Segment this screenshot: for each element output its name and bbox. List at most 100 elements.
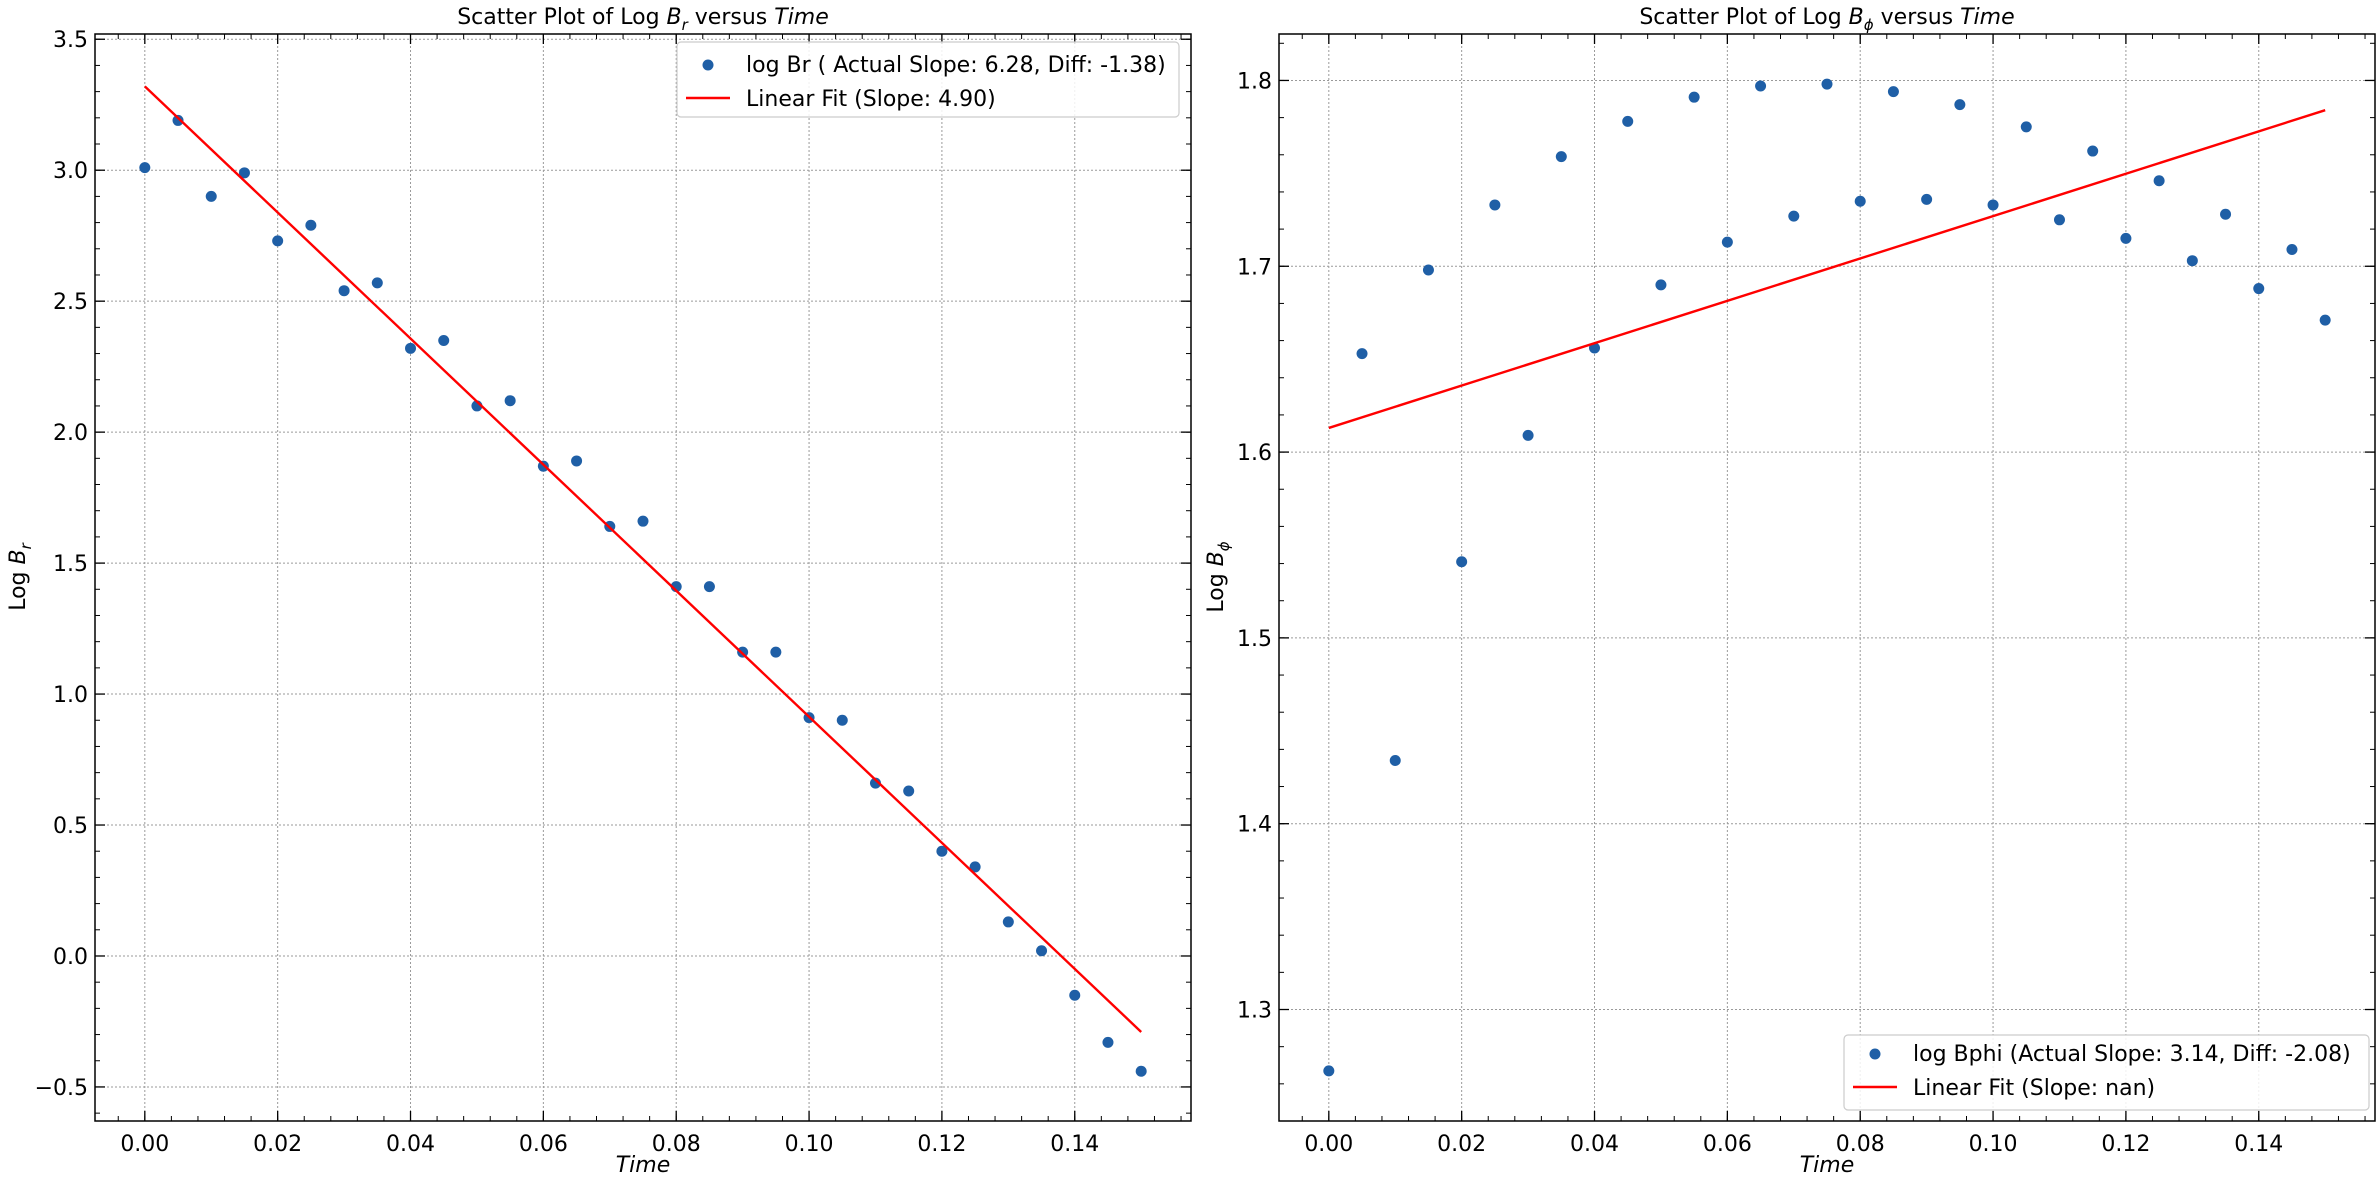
right-scatter-point (2020, 121, 2032, 133)
right-scatter-point (1389, 755, 1401, 767)
left-x-tick-label: 0.04 (386, 1132, 435, 1157)
right-x-tick-label: 0.10 (1969, 1132, 2018, 1157)
right-x-axis-label: Time (1800, 1153, 1855, 1178)
right-y-tick-label: 1.8 (1237, 69, 1272, 94)
right-ticks (1279, 34, 2375, 1122)
right-scatter-point (1821, 78, 1833, 90)
right-scatter-point (2319, 314, 2331, 326)
right-chart-panel: Scatter Plot of Log Bϕ versus Time 0.00 0… (1204, 5, 2376, 1178)
left-scatter-point (338, 285, 350, 297)
left-y-tick-label: 0.5 (53, 814, 88, 839)
right-x-tick-label: 0.12 (2101, 1132, 2150, 1157)
right-plot-area (1278, 33, 2376, 1122)
left-scatter-point (438, 334, 450, 346)
right-y-tick-label: 1.7 (1237, 255, 1272, 280)
left-x-tick-label: 0.06 (519, 1132, 568, 1157)
right-scatter-point (2220, 208, 2232, 220)
left-grid (95, 34, 1191, 1121)
right-x-tick-label: 0.00 (1304, 1132, 1353, 1157)
right-scatter-point (1887, 86, 1899, 98)
left-data-marks (139, 85, 1147, 1077)
left-scatter-point (205, 190, 217, 202)
right-scatter-point (1755, 80, 1767, 92)
right-y-tick-label: 1.5 (1237, 627, 1272, 652)
right-scatter-point (1788, 210, 1800, 222)
right-scatter-point (2286, 244, 2298, 256)
right-scatter-point (1489, 199, 1501, 211)
left-x-tick-label: 0.02 (253, 1132, 302, 1157)
left-scatter-point (936, 845, 948, 857)
left-legend-fit-label: Linear Fit (Slope: 4.90) (746, 87, 996, 112)
right-scatter-point (1688, 91, 1700, 103)
left-scatter-point (1069, 989, 1081, 1001)
right-x-tick-labels: 0.00 0.02 0.04 0.06 0.08 0.10 0.12 0.14 (1304, 1132, 2283, 1157)
left-y-tick-label: −0.5 (35, 1076, 88, 1101)
left-y-tick-label: 3.0 (53, 159, 88, 184)
left-scatter-point (770, 646, 782, 658)
left-x-tick-label: 0.08 (652, 1132, 701, 1157)
left-y-tick-label: 3.5 (53, 28, 88, 53)
right-scatter-point (2153, 175, 2165, 187)
right-scatter-point (1356, 348, 1368, 360)
left-scatter-point (238, 167, 250, 179)
left-scatter-point (903, 785, 915, 797)
left-y-tick-labels: −0.5 0.0 0.5 1.0 1.5 2.0 2.5 3.0 3.5 (35, 28, 88, 1101)
right-scatter-point (2186, 255, 2198, 267)
left-scatter-point (869, 777, 881, 789)
left-scatter-point (139, 162, 151, 174)
left-y-tick-label: 0.0 (53, 945, 88, 970)
right-scatter-point (1456, 556, 1468, 568)
right-scatter-point (1655, 279, 1667, 291)
left-scatter-point (637, 515, 649, 527)
left-scatter-point (1036, 945, 1048, 957)
right-scatter-point (1954, 99, 1966, 111)
left-x-tick-label: 0.12 (917, 1132, 966, 1157)
left-scatter-point (969, 861, 981, 873)
left-x-tick-label: 0.00 (120, 1132, 169, 1157)
right-y-tick-labels: 1.3 1.4 1.5 1.6 1.7 1.8 (1237, 69, 1272, 1023)
left-x-axis-label: Time (616, 1153, 671, 1178)
left-plot-area (94, 33, 1192, 1122)
right-data-marks (1323, 78, 2331, 1077)
left-scatter-point (305, 219, 317, 231)
right-legend-scatter-label: log Bphi (Actual Slope: 3.14, Diff: -2.0… (1913, 1042, 2351, 1067)
right-x-tick-label: 0.08 (1836, 1132, 1885, 1157)
right-x-tick-label: 0.14 (2234, 1132, 2283, 1157)
left-scatter-point (405, 342, 417, 354)
right-legend-box (1843, 1034, 2370, 1111)
left-y-axis-label: Log Br (6, 542, 35, 610)
right-scatter-point (1921, 193, 1933, 205)
left-scatter-point (272, 235, 284, 247)
right-y-axis-label: Log Bϕ (1204, 541, 1233, 612)
left-scatter-point (836, 714, 848, 726)
left-legend: log Br ( Actual Slope: 6.28, Diff: -1.38… (676, 41, 1180, 118)
left-x-tick-labels: 0.00 0.02 0.04 0.06 0.08 0.10 0.12 0.14 (120, 1132, 1099, 1157)
right-scatter-point (1522, 429, 1534, 441)
left-scatter-point (1135, 1065, 1147, 1077)
left-x-tick-label: 0.14 (1050, 1132, 1099, 1157)
right-scatter-point (2120, 232, 2132, 244)
left-legend-scatter-marker (702, 59, 714, 71)
left-legend-scatter-label: log Br ( Actual Slope: 6.28, Diff: -1.38… (746, 53, 1166, 78)
right-scatter-point (1987, 199, 1999, 211)
left-scatter-point (571, 455, 583, 467)
left-chart-title: Scatter Plot of Log Br versus Time (457, 5, 829, 34)
left-y-tick-label: 2.0 (53, 421, 88, 446)
right-y-tick-label: 1.3 (1237, 999, 1272, 1024)
left-fit-line (143, 85, 1143, 1033)
right-scatter-point (2053, 214, 2065, 226)
left-y-tick-label: 2.5 (53, 290, 88, 315)
right-grid (1279, 34, 2375, 1121)
left-y-tick-label: 1.5 (53, 552, 88, 577)
right-fit-line (1328, 109, 2326, 430)
right-legend-scatter-marker (1869, 1048, 1881, 1060)
left-legend-box (676, 41, 1180, 118)
left-ticks (95, 34, 1191, 1121)
right-scatter-point (1721, 236, 1733, 248)
right-legend-fit-label: Linear Fit (Slope: nan) (1913, 1076, 2155, 1101)
left-scatter-point (703, 581, 715, 593)
right-x-tick-label: 0.06 (1703, 1132, 1752, 1157)
right-scatter-point (1622, 115, 1634, 127)
right-scatter-point (2253, 283, 2265, 295)
